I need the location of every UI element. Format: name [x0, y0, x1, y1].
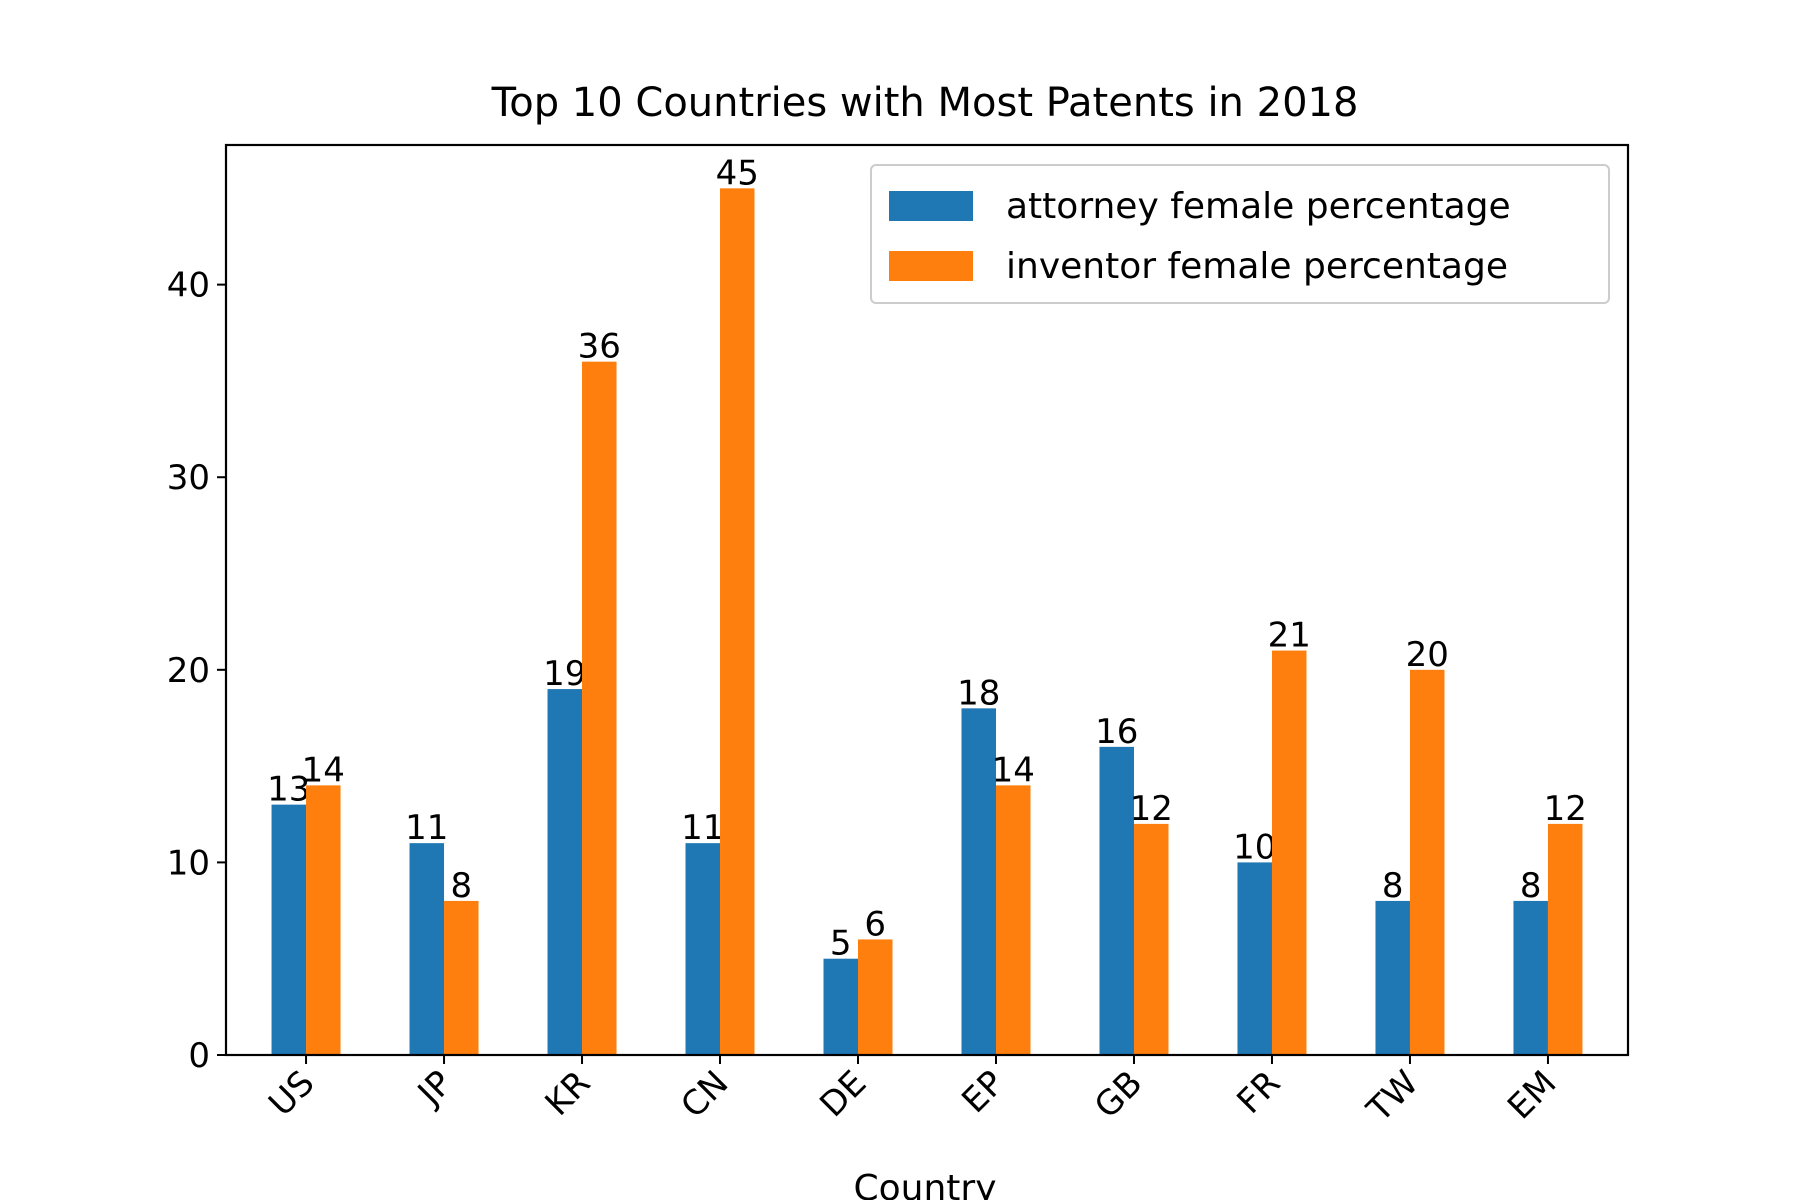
data-label: 36 — [578, 327, 621, 367]
x-tick-label: GB — [1087, 1063, 1150, 1126]
bar-kr-series-1 — [548, 689, 582, 1055]
bar-gb-series-2 — [1134, 824, 1168, 1055]
data-label: 20 — [1406, 635, 1449, 675]
bar-cn-series-1 — [686, 843, 720, 1055]
y-tick-label: 0 — [188, 1036, 210, 1076]
y-axis: 0 10 20 30 40 — [167, 266, 226, 1076]
legend-swatch-1 — [889, 191, 973, 221]
x-tick-label: JP — [409, 1063, 460, 1114]
y-tick-label: 10 — [167, 843, 210, 883]
data-label: 12 — [1130, 789, 1173, 829]
data-label: 11 — [405, 808, 448, 848]
legend-label-2: inventor female percentage — [1006, 246, 1508, 287]
x-axis: US JP KR CN DE EP GB FR TW EM — [261, 1055, 1564, 1131]
data-label: 11 — [681, 808, 724, 848]
data-label: 8 — [1520, 866, 1542, 906]
data-label: 19 — [543, 654, 586, 694]
data-label: 8 — [450, 866, 472, 906]
bar-jp-series-2 — [444, 901, 478, 1055]
chart-title: Top 10 Countries with Most Patents in 20… — [491, 80, 1359, 126]
x-tick-label: FR — [1230, 1063, 1289, 1122]
data-label: 45 — [716, 153, 759, 193]
bar-em-series-1 — [1513, 901, 1547, 1055]
bar-tw-series-2 — [1410, 670, 1444, 1055]
data-label: 10 — [1233, 827, 1276, 867]
y-tick-label: 30 — [167, 458, 210, 498]
x-tick-label: CN — [673, 1063, 736, 1126]
x-tick-label: EP — [954, 1063, 1012, 1121]
bar-fr-series-1 — [1237, 862, 1271, 1055]
bar-ep-series-2 — [996, 785, 1030, 1055]
bar-de-series-1 — [824, 959, 858, 1055]
x-tick-label: EM — [1500, 1063, 1564, 1127]
data-label: 14 — [992, 750, 1035, 790]
bar-de-series-2 — [858, 939, 892, 1055]
data-label: 12 — [1544, 789, 1587, 829]
bar-kr-series-2 — [582, 362, 616, 1055]
x-tick-label: TW — [1359, 1063, 1426, 1130]
legend-label-1: attorney female percentage — [1006, 186, 1511, 227]
x-tick-label: US — [261, 1063, 322, 1124]
legend-swatch-2 — [889, 251, 973, 281]
data-label: 18 — [957, 673, 1000, 713]
bar-tw-series-1 — [1375, 901, 1409, 1055]
bar-jp-series-1 — [410, 843, 444, 1055]
data-label: 6 — [864, 904, 886, 944]
legend: attorney female percentage inventor femal… — [871, 165, 1609, 303]
bar-em-series-2 — [1548, 824, 1582, 1055]
data-label: 16 — [1095, 712, 1138, 752]
bar-fr-series-2 — [1272, 651, 1306, 1055]
data-label: 8 — [1382, 866, 1404, 906]
x-axis-label: Country — [853, 1168, 996, 1200]
data-label: 21 — [1268, 616, 1311, 656]
x-tick-label: DE — [812, 1063, 874, 1125]
y-tick-label: 20 — [167, 651, 210, 691]
bar-us-series-2 — [306, 785, 340, 1055]
y-tick-label: 40 — [167, 266, 210, 306]
x-tick-label: KR — [538, 1063, 599, 1124]
data-label: 5 — [830, 924, 852, 964]
data-label: 14 — [302, 750, 345, 790]
bar-cn-series-2 — [720, 188, 754, 1055]
bar-us-series-1 — [272, 805, 306, 1055]
